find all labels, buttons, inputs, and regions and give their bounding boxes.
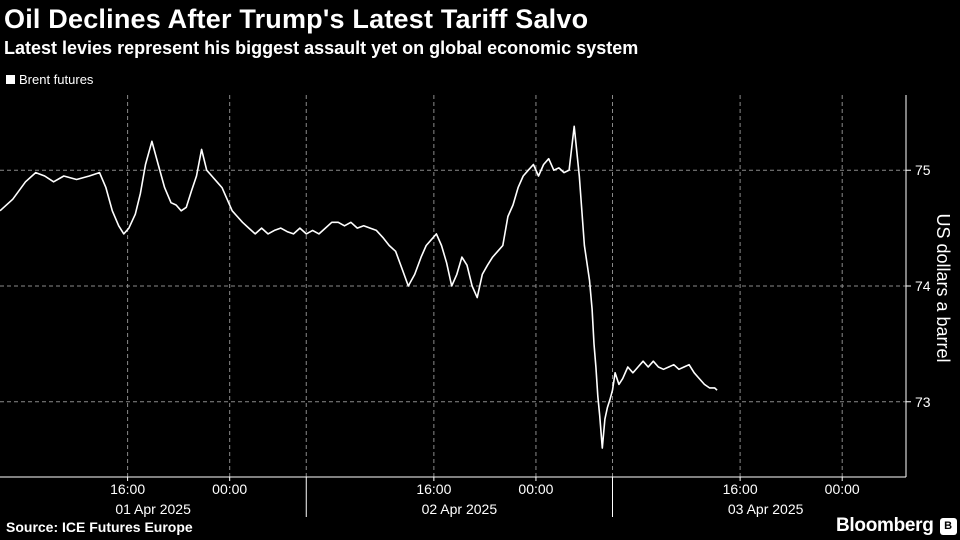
y-tick-label: 73 bbox=[915, 394, 931, 410]
x-tick-label: 00:00 bbox=[518, 481, 553, 497]
legend-label: Brent futures bbox=[19, 72, 94, 87]
source-note: Source: ICE Futures Europe bbox=[6, 519, 193, 535]
x-tick-label: 00:00 bbox=[212, 481, 247, 497]
chart-title: Oil Declines After Trump's Latest Tariff… bbox=[4, 4, 589, 34]
chart-subtitle: Latest levies represent his biggest assa… bbox=[4, 38, 639, 58]
x-tick-label: 16:00 bbox=[723, 481, 758, 497]
grid-layer bbox=[0, 95, 906, 477]
x-tick-label: 00:00 bbox=[825, 481, 860, 497]
x-tick-label: 16:00 bbox=[416, 481, 451, 497]
x-day-label: 02 Apr 2025 bbox=[422, 501, 498, 517]
bloomberg-icon: B bbox=[939, 517, 957, 535]
x-tick-label: 16:00 bbox=[110, 481, 145, 497]
brand-logo: Bloomberg B bbox=[836, 515, 957, 537]
y-tick-label: 75 bbox=[915, 162, 931, 178]
x-day-label: 03 Apr 2025 bbox=[728, 501, 804, 517]
axis-layer: 73 74 75 16:00 00:00 16:00 00:00 16:00 00:00 01 A… bbox=[0, 95, 931, 517]
y-axis-label: US dollars a barrel bbox=[933, 213, 953, 362]
legend: Brent futures bbox=[6, 72, 93, 87]
legend-swatch bbox=[6, 75, 15, 84]
brand-name: Bloomberg bbox=[836, 515, 934, 536]
series-layer bbox=[0, 125, 718, 449]
series-line-brent-futures bbox=[0, 125, 718, 449]
y-tick-label: 74 bbox=[915, 278, 931, 294]
x-day-label: 01 Apr 2025 bbox=[115, 501, 191, 517]
